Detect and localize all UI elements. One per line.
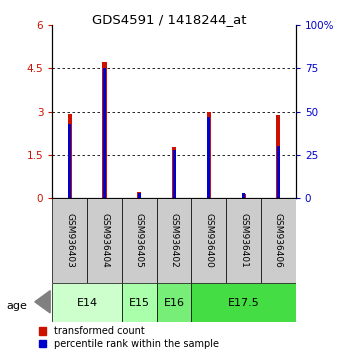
- Polygon shape: [35, 291, 50, 313]
- Text: GSM936400: GSM936400: [204, 213, 213, 268]
- Bar: [52, 283, 122, 322]
- Bar: [242, 193, 245, 198]
- Bar: [191, 283, 296, 322]
- Text: GSM936403: GSM936403: [65, 213, 74, 268]
- Bar: [122, 198, 157, 283]
- Bar: [261, 198, 296, 283]
- Bar: [68, 114, 72, 198]
- Text: GDS4591 / 1418244_at: GDS4591 / 1418244_at: [92, 13, 246, 26]
- Text: age: age: [7, 301, 28, 311]
- Bar: [173, 150, 175, 198]
- Bar: [276, 115, 281, 198]
- Bar: [208, 117, 210, 198]
- Bar: [157, 198, 191, 283]
- Bar: [157, 283, 191, 322]
- Legend: transformed count, percentile rank within the sample: transformed count, percentile rank withi…: [39, 326, 219, 349]
- Text: GSM936401: GSM936401: [239, 213, 248, 268]
- Bar: [226, 198, 261, 283]
- Text: GSM936405: GSM936405: [135, 213, 144, 268]
- Text: E16: E16: [164, 298, 185, 308]
- Bar: [103, 68, 106, 198]
- Bar: [87, 198, 122, 283]
- Bar: [172, 147, 176, 198]
- Bar: [52, 198, 87, 283]
- Text: E17.5: E17.5: [228, 298, 260, 308]
- Bar: [191, 198, 226, 283]
- Text: E15: E15: [129, 298, 150, 308]
- Text: GSM936402: GSM936402: [170, 213, 178, 268]
- Bar: [138, 193, 141, 198]
- Bar: [277, 146, 280, 198]
- Text: GSM936404: GSM936404: [100, 213, 109, 268]
- Text: GSM936406: GSM936406: [274, 213, 283, 268]
- Bar: [137, 192, 141, 198]
- Bar: [207, 112, 211, 198]
- Text: E14: E14: [77, 298, 98, 308]
- Bar: [242, 194, 246, 198]
- Bar: [68, 124, 71, 198]
- Bar: [102, 62, 106, 198]
- Bar: [122, 283, 157, 322]
